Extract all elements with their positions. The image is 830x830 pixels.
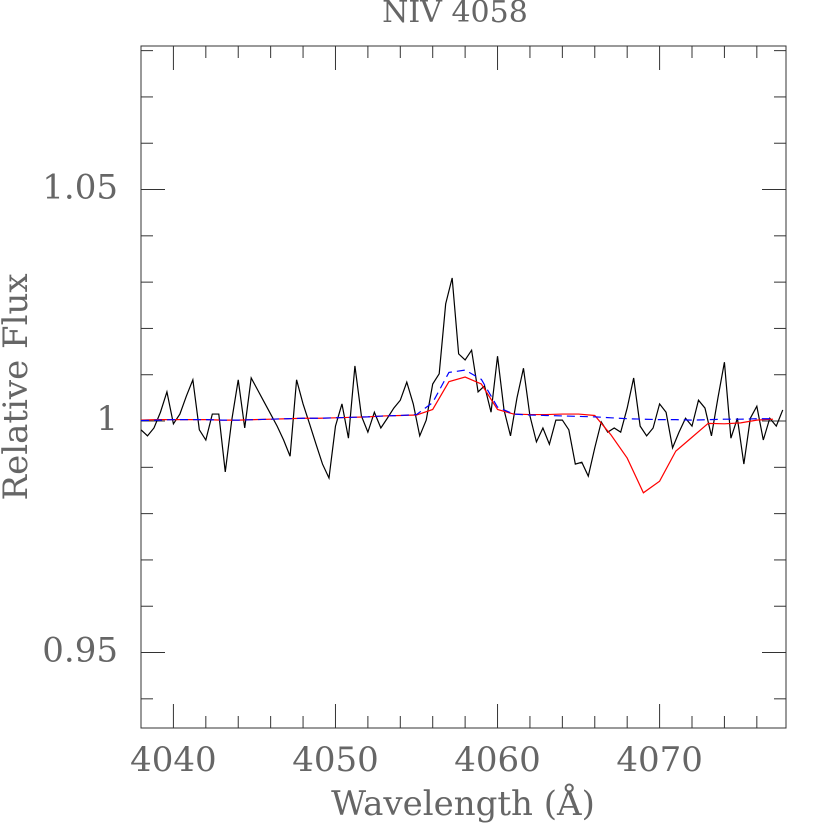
x-tick-label: 4060 <box>454 740 541 780</box>
y-tick-label: 0.95 <box>42 631 118 671</box>
x-tick-label: 4070 <box>616 740 703 780</box>
x-tick-label: 4050 <box>292 740 379 780</box>
x-axis-label: Wavelength (Å) <box>331 783 595 824</box>
spectrum-line <box>140 277 784 481</box>
y-axis-label: Relative Flux <box>0 273 36 500</box>
chart-title: NIV 4058 <box>382 0 528 30</box>
y-tick-label: 1 <box>96 399 118 439</box>
plot-frame <box>140 45 787 729</box>
x-tick-label: 4040 <box>130 740 217 780</box>
y-tick-label: 1.05 <box>42 168 118 208</box>
spectrum-line <box>140 369 774 422</box>
